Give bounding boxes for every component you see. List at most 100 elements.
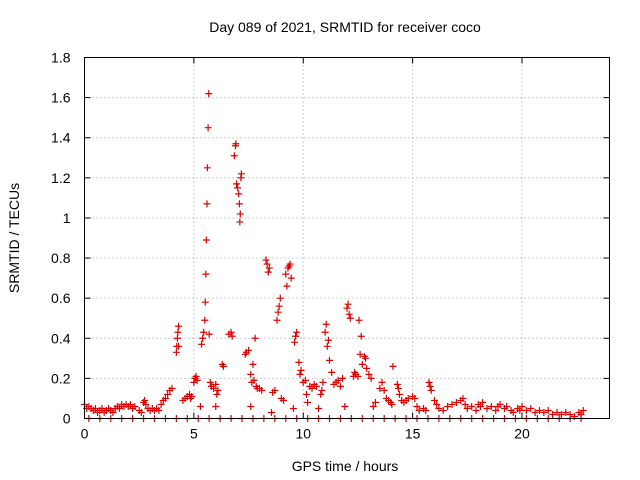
data-point [141, 396, 149, 404]
data-point [297, 366, 305, 374]
data-point [235, 200, 243, 208]
data-point [250, 376, 258, 384]
data-point [173, 334, 181, 342]
data-point [339, 374, 347, 382]
data-point [448, 400, 456, 408]
y-tick-label: 1.8 [51, 50, 71, 66]
data-point [276, 294, 284, 302]
data-point [562, 408, 570, 416]
data-point [503, 402, 511, 410]
x-tick-label: 15 [405, 426, 421, 442]
data-point [479, 398, 487, 406]
data-point [293, 328, 301, 336]
data-point [262, 256, 270, 264]
y-tick-label: 1.6 [51, 90, 71, 106]
data-point [308, 384, 316, 392]
data-point [131, 402, 139, 410]
data-point [334, 376, 342, 384]
data-point [315, 404, 323, 412]
chart-title: Day 089 of 2021, SRMTID for receiver coc… [209, 19, 481, 35]
data-point [531, 408, 539, 416]
data-point [426, 382, 434, 390]
data-point [212, 402, 220, 410]
data-point [425, 378, 433, 386]
data-point [304, 398, 312, 406]
data-point [235, 190, 243, 198]
axis-ticks [84, 57, 610, 419]
data-point [363, 364, 371, 372]
data-point [175, 342, 183, 350]
data-point [247, 402, 255, 410]
data-point [579, 406, 587, 414]
data-point [317, 390, 325, 398]
data-point [431, 396, 438, 404]
data-point [280, 396, 288, 404]
data-point [202, 236, 210, 244]
data-point [116, 404, 123, 412]
x-tick-label: 20 [514, 426, 530, 442]
data-point [168, 384, 176, 392]
data-point [155, 406, 163, 414]
x-axis-label: GPS time / hours [292, 458, 399, 474]
data-point [378, 378, 386, 386]
data-point [345, 310, 353, 318]
data-point [236, 218, 244, 226]
data-point [321, 328, 329, 336]
data-point [468, 402, 476, 410]
data-point [230, 152, 238, 160]
data-point [296, 370, 304, 378]
y-tick-label: 0.8 [51, 250, 71, 266]
data-point [516, 406, 524, 414]
data-point [263, 260, 271, 268]
data-point [371, 398, 379, 406]
data-point [192, 372, 200, 380]
x-tick-label: 5 [190, 426, 198, 442]
data-point [282, 270, 290, 278]
data-point [213, 390, 221, 398]
y-axis-label: SRMTID / TECUs [6, 183, 22, 293]
data-point [142, 400, 150, 408]
data-point [354, 372, 362, 380]
data-point [318, 386, 326, 394]
data-point [301, 376, 309, 384]
y-tick-label: 1.4 [51, 130, 71, 146]
data-point [439, 406, 447, 414]
data-point [344, 300, 352, 308]
data-point [461, 400, 469, 408]
data-point [427, 386, 435, 394]
data-point [289, 404, 297, 412]
plot-frame [84, 57, 610, 419]
data-point [295, 358, 303, 366]
data-point [175, 322, 183, 330]
data-point [322, 320, 330, 328]
data-point [206, 378, 214, 386]
data-point [193, 376, 201, 384]
data-point [251, 334, 259, 342]
data-point [233, 180, 241, 188]
data-point [205, 330, 213, 338]
data-point [286, 260, 294, 268]
data-point [174, 328, 182, 336]
data-point [527, 404, 535, 412]
data-point [433, 400, 441, 408]
data-point [265, 264, 273, 272]
data-point [422, 406, 430, 414]
data-point [312, 382, 320, 390]
data-point [365, 370, 373, 378]
data-point [411, 394, 419, 402]
data-point [358, 360, 366, 368]
data-point [518, 402, 526, 410]
data-point [336, 382, 344, 390]
data-point [274, 308, 282, 316]
data-point [362, 354, 370, 362]
data-point [544, 406, 552, 414]
data-point [292, 332, 300, 340]
data-point [214, 386, 222, 394]
data-point [249, 360, 257, 368]
y-tick-label: 1 [63, 210, 71, 226]
data-point [291, 338, 298, 346]
data-point [202, 270, 210, 278]
x-tick-label: 10 [295, 426, 311, 442]
data-point [326, 356, 333, 364]
data-point [273, 316, 281, 324]
